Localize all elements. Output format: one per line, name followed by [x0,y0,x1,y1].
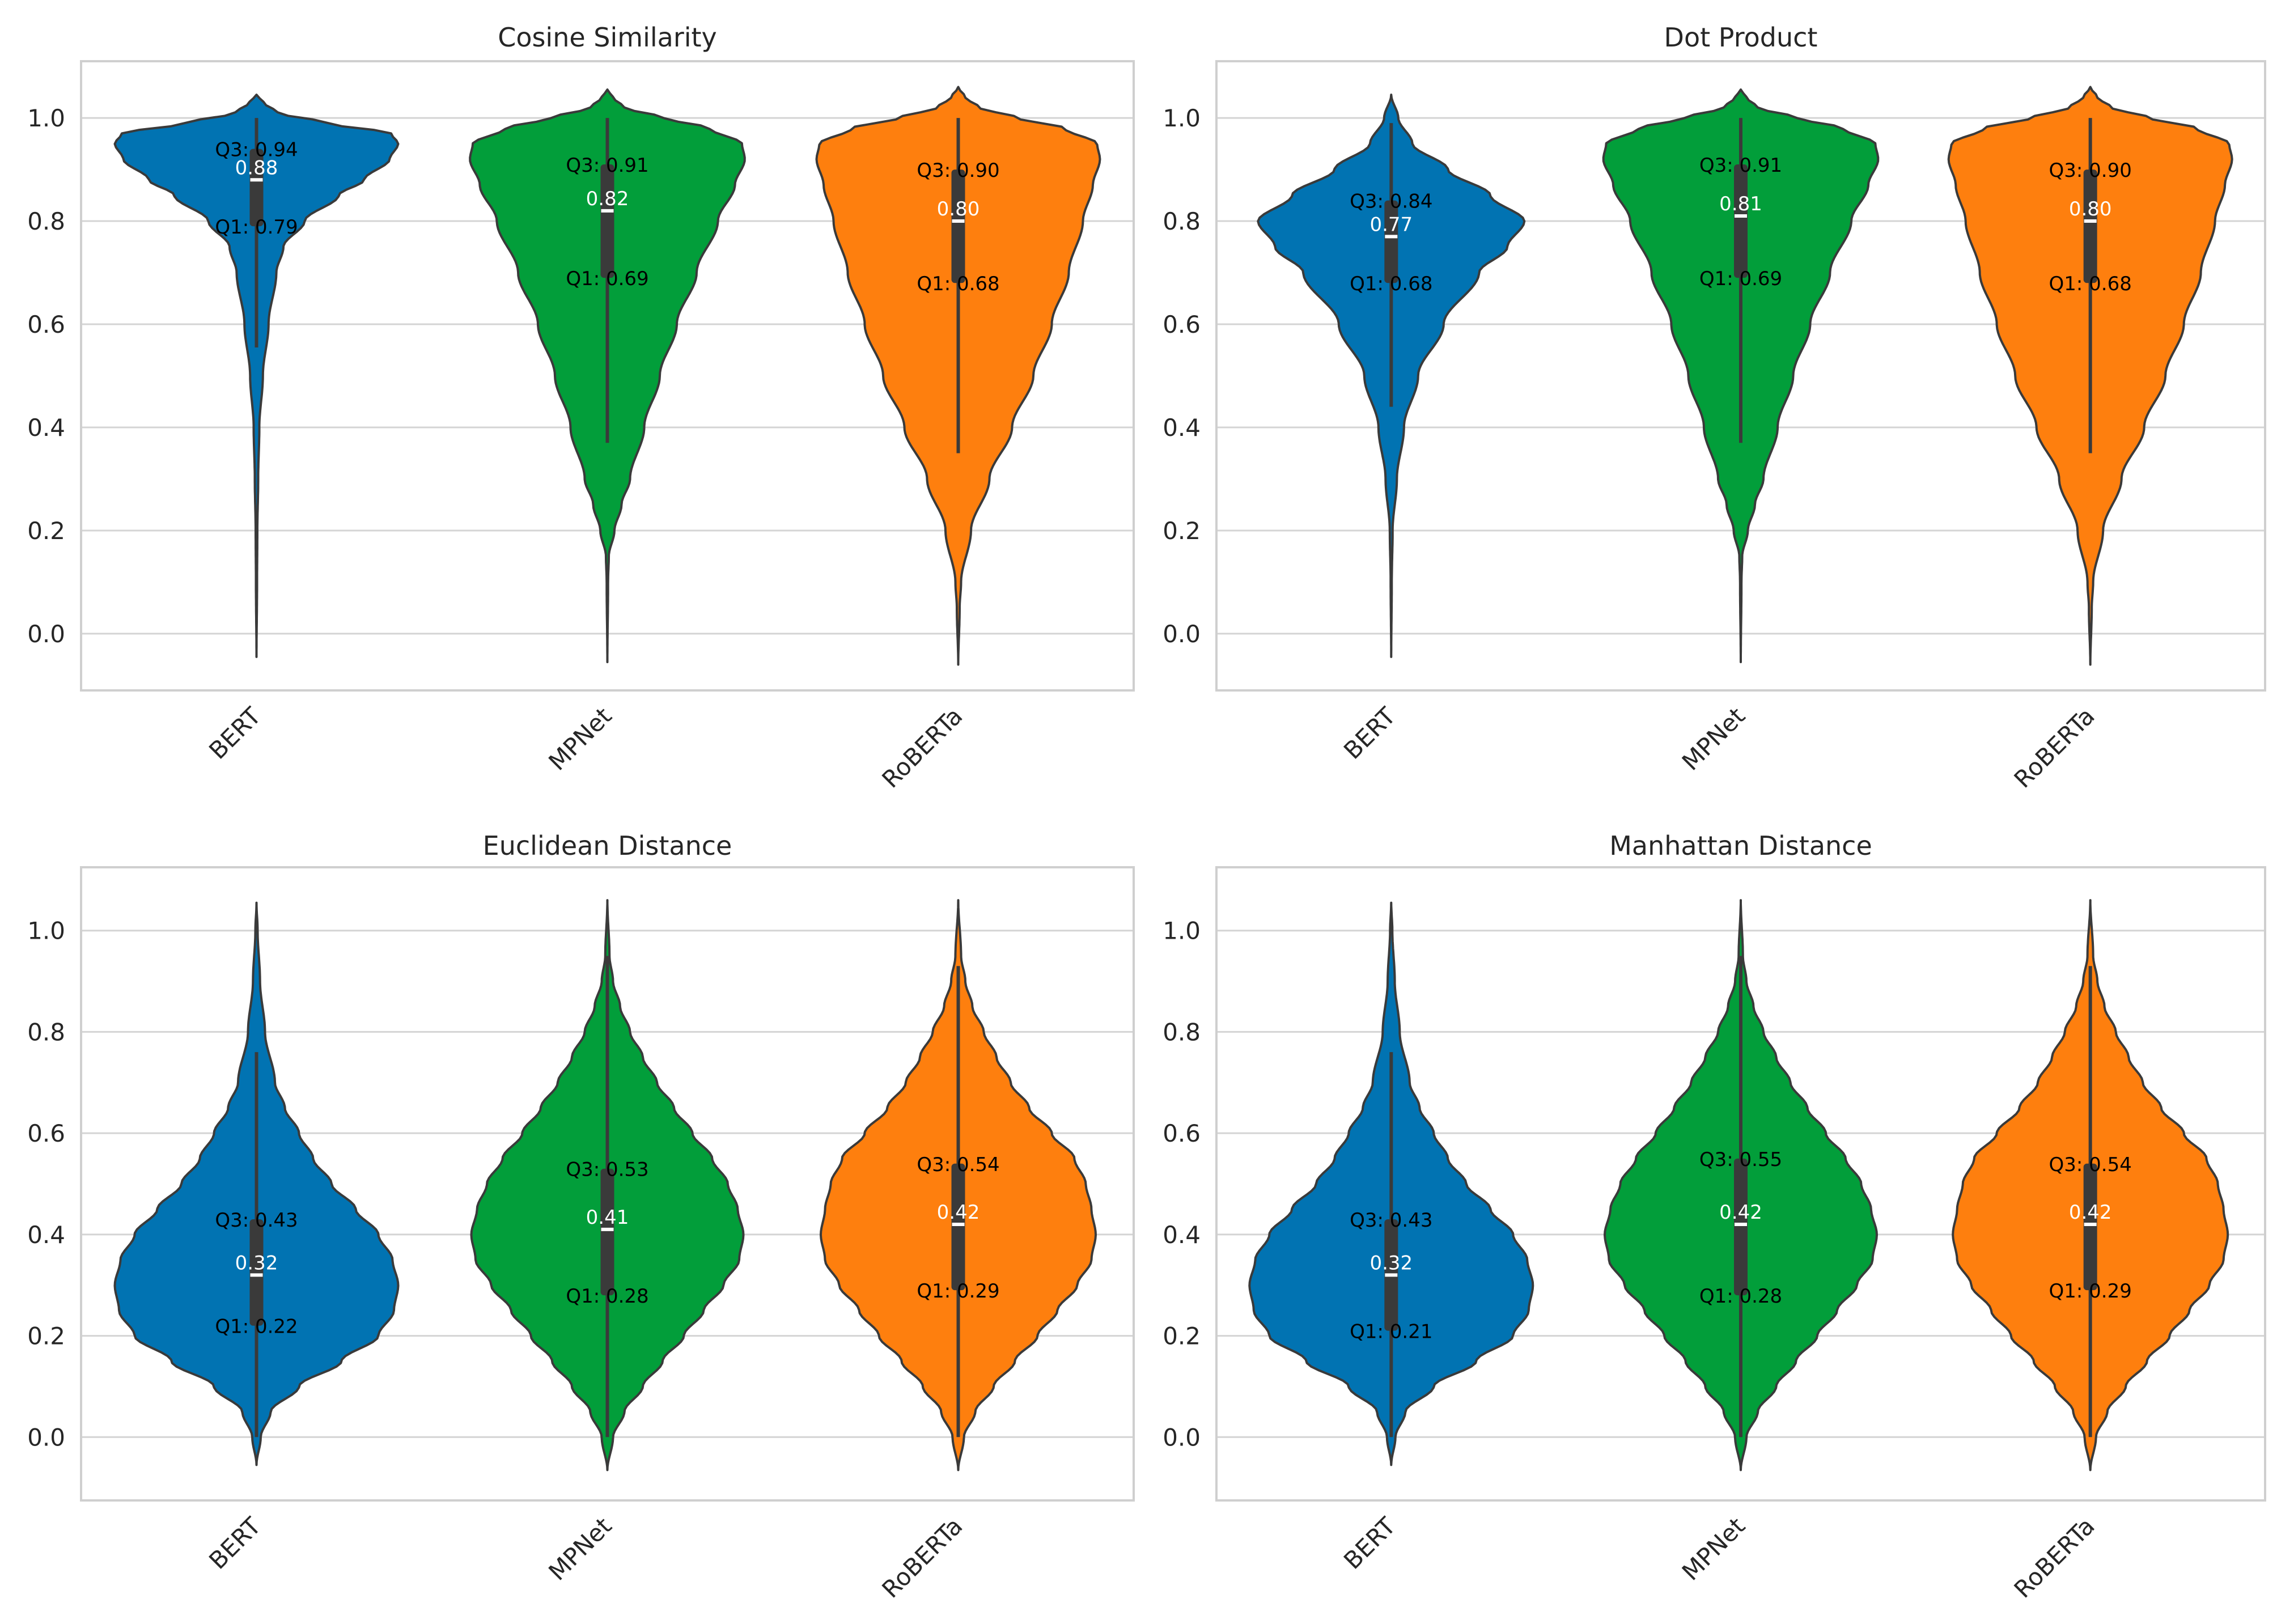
y-tick-label: 0.6 [1163,311,1201,338]
median-label: 0.80 [937,198,980,221]
y-tick-label: 0.4 [27,1221,65,1249]
q3-label: Q3: 0.91 [1699,154,1782,177]
median-label: 0.42 [1719,1201,1762,1224]
q1-label: Q1: 0.79 [215,216,298,239]
q3-label: Q3: 0.91 [566,154,648,177]
iqr-box [1734,164,1748,278]
iqr-box [249,1219,264,1326]
x-tick-label: BERT [1338,1512,1401,1575]
x-tick-label: RoBERTa [876,702,968,793]
y-tick-label: 1.0 [1163,104,1201,132]
iqr-box [249,149,264,227]
iqr-box [951,1163,965,1291]
q1-label: Q1: 0.68 [917,273,999,295]
plot-frame [1215,60,2266,692]
q1-label: Q1: 0.29 [2049,1280,2131,1303]
y-tick-label: 0.8 [27,1018,65,1046]
y-tick-label: 0.0 [1163,1423,1201,1451]
q3-label: Q3: 0.43 [215,1209,298,1232]
x-tick-label: RoBERTa [2009,1512,2100,1603]
y-tick-label: 0.2 [1163,517,1201,545]
median-label: 0.80 [2069,198,2112,221]
y-tick-label: 0.4 [27,414,65,442]
y-tick-label: 1.0 [27,104,65,132]
panel-title: Cosine Similarity [498,22,717,53]
x-tick-label: BERT [1338,702,1401,765]
panel-manhattan-distance: Manhattan Distance 0.0 0.2 0.4 0.6 0.8 1.0 Q3:… [1163,830,2266,1604]
q1-label: Q1: 0.69 [566,268,648,290]
median-label: 0.42 [2069,1201,2112,1224]
y-tick-label: 1.0 [1163,917,1201,945]
plot-frame [1215,866,2266,1502]
q3-label: Q3: 0.90 [917,159,999,182]
panel-title: Manhattan Distance [1609,830,1872,861]
q3-label: Q3: 0.43 [1350,1209,1432,1232]
q1-label: Q1: 0.28 [566,1285,648,1308]
q3-label: Q3: 0.90 [2049,159,2131,182]
median-label: 0.77 [1369,213,1413,236]
q1-label: Q1: 0.28 [1699,1285,1782,1308]
plot-frame [80,866,1135,1502]
x-tick-label: MPNet [1677,1512,1750,1585]
panel-dot-product: Dot Product 0.00.20.40.60.81.0Q3: 0.840.… [1163,22,2266,794]
y-tick-label: 0.8 [27,207,65,235]
panel-cosine-similarity: Cosine Similarity 0.0 0.2 0.4 0.6 0.8 1.0 Q3: … [27,22,1135,794]
violin-body-bert [113,94,400,658]
q3-label: Q3: 0.94 [215,139,298,162]
q3-label: Q3: 0.54 [917,1154,999,1176]
y-tick-label: 0.0 [1163,620,1201,648]
y-tick-label: 0.2 [27,1322,65,1350]
q1-label: Q1: 0.29 [917,1280,999,1303]
median-label: 0.82 [586,188,629,210]
iqr-box [951,169,965,283]
median-label: 0.32 [235,1252,278,1274]
q1-label: Q1: 0.69 [1699,268,1782,290]
x-tick-label: MPNet [543,1512,617,1585]
x-tick-label: RoBERTa [876,1512,968,1603]
q3-label: Q3: 0.84 [1350,190,1432,213]
y-tick-label: 0.2 [1163,1322,1201,1350]
q3-label: Q3: 0.53 [566,1159,648,1181]
y-tick-label: 0.0 [27,1423,65,1451]
median-label: 0.41 [586,1206,629,1229]
iqr-box [1734,1158,1748,1296]
x-tick-label: BERT [203,702,266,765]
median-label: 0.88 [235,156,278,179]
q1-label: Q1: 0.21 [1350,1321,1432,1343]
iqr-box [2083,1163,2097,1291]
y-tick-label: 1.0 [27,917,65,945]
iqr-box [2083,169,2097,283]
y-tick-label: 0.8 [1163,207,1201,235]
panel-title: Dot Product [1664,22,1818,53]
q3-label: Q3: 0.54 [2049,1154,2131,1176]
q1-label: Q1: 0.68 [2049,273,2131,295]
x-tick-label: MPNet [543,702,617,775]
x-tick-label: RoBERTa [2009,702,2100,793]
y-tick-label: 0.8 [1163,1018,1201,1046]
iqr-box [600,1168,614,1296]
y-tick-label: 0.2 [27,517,65,545]
x-tick-label: MPNet [1677,702,1750,775]
y-tick-label: 0.6 [27,311,65,338]
median-label: 0.32 [1369,1252,1413,1274]
x-tick-label: BERT [203,1512,266,1575]
y-tick-label: 0.6 [27,1120,65,1147]
y-tick-label: 0.4 [1163,414,1201,442]
y-tick-label: 0.4 [1163,1221,1201,1249]
q1-label: Q1: 0.68 [1350,273,1432,295]
q1-label: Q1: 0.22 [215,1316,298,1338]
y-tick-label: 0.6 [1163,1120,1201,1147]
plot-frame [80,60,1135,692]
median-label: 0.81 [1719,193,1762,215]
iqr-box [1384,200,1398,283]
median-label: 0.42 [937,1201,980,1224]
q3-label: Q3: 0.55 [1699,1148,1782,1171]
iqr-box [600,164,614,278]
panel-euclidean-distance: Euclidean Distance 0.0 0.2 0.4 0.6 0.8 1.0 Q3:… [27,830,1135,1604]
panel-title: Euclidean Distance [483,830,732,861]
y-tick-label: 0.0 [27,620,65,648]
